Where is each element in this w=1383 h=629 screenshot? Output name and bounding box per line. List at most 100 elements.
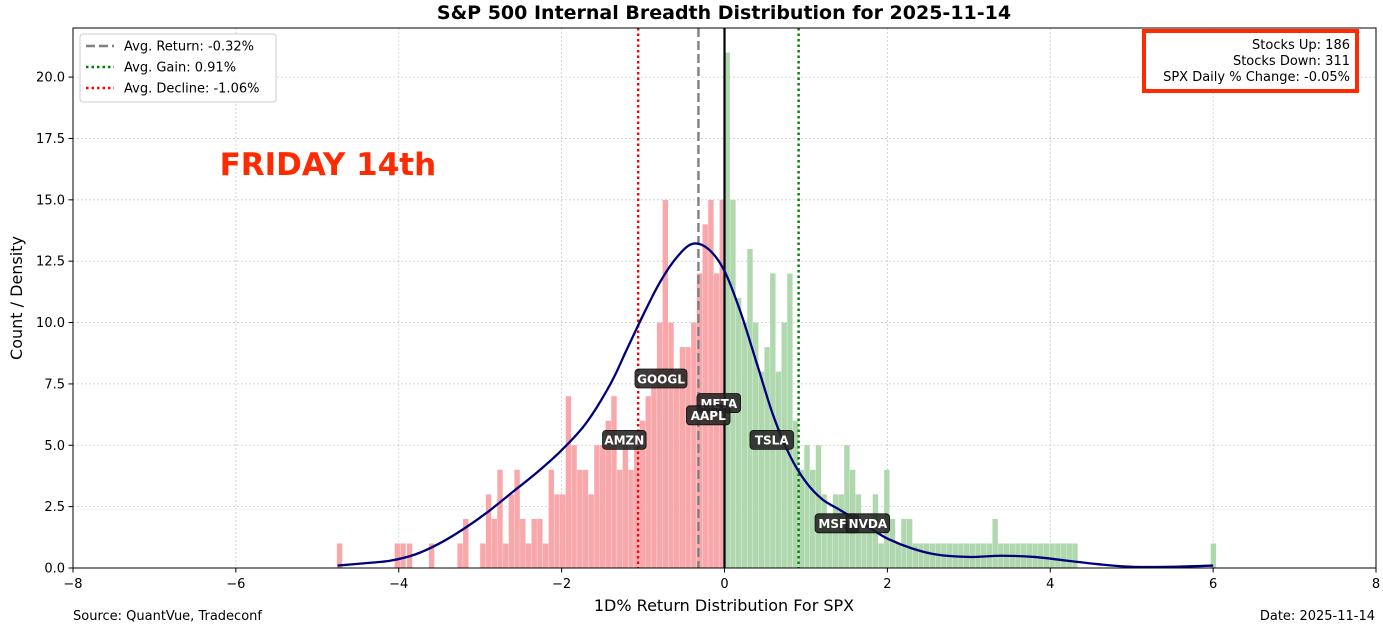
histogram-bar xyxy=(775,371,782,568)
kde-curve xyxy=(337,242,1214,569)
histogram-bar xyxy=(969,543,976,568)
y-tick-label: 2.5 xyxy=(44,500,65,515)
stock-label-aapl: AAPL xyxy=(686,405,731,426)
histogram-bar xyxy=(645,396,651,568)
histogram-bar xyxy=(674,371,680,568)
stock-label-text: GOOGL xyxy=(637,372,685,386)
histogram-bar xyxy=(929,543,936,568)
stock-label-text: NVDA xyxy=(849,517,888,531)
histogram-bar xyxy=(622,445,629,568)
histogram-bar xyxy=(708,199,714,568)
histogram-bar xyxy=(491,518,497,568)
kde-curve-layer xyxy=(337,242,1214,569)
stock-label-amzn: AMZN xyxy=(602,429,647,450)
legend: Avg. Return: -0.32% Avg. Gain: 0.91% Avg. … xyxy=(79,33,277,103)
histogram-bar xyxy=(548,469,554,568)
histogram-bar xyxy=(730,199,736,568)
histogram-bar xyxy=(878,543,884,568)
grid-layer xyxy=(72,28,1377,569)
histogram-bar xyxy=(1032,543,1038,568)
histogram-bar xyxy=(770,273,776,568)
x-tick-label: −4 xyxy=(389,577,408,592)
histogram-bar xyxy=(559,494,566,568)
axes: −8 −6 −4 −2 0 2 4 6 8 0.0 2.5 5.0 7.5 10.0 12.5 15.0 17.… xyxy=(36,27,1380,592)
histogram-bars xyxy=(336,52,1217,568)
histogram-bar xyxy=(1060,543,1067,568)
x-tick-label: 4 xyxy=(1046,577,1054,592)
histogram-bar xyxy=(520,518,526,568)
stats-box-frame xyxy=(1142,29,1359,93)
histogram-bar xyxy=(599,445,606,568)
stock-label-bg xyxy=(602,429,647,450)
stats-line: Stocks Up: 186 xyxy=(1252,38,1350,53)
histogram-bar xyxy=(480,543,486,568)
histogram-bar xyxy=(463,518,469,568)
histogram-bar xyxy=(724,52,730,568)
histogram-bar xyxy=(735,298,742,568)
histogram-bar xyxy=(747,248,753,568)
histogram-bar xyxy=(685,347,691,568)
histogram-bar xyxy=(895,543,901,568)
histogram-bar xyxy=(764,347,770,568)
average-lines xyxy=(636,28,800,568)
histogram-bar xyxy=(815,445,822,568)
histogram-bar xyxy=(594,445,600,568)
histogram-bar xyxy=(542,543,549,568)
y-tick-label: 5.0 xyxy=(44,439,65,454)
stock-label-bg xyxy=(845,513,891,534)
legend-entry: Avg. Decline: -1.06% xyxy=(124,82,259,97)
x-tick-label: −6 xyxy=(226,577,245,592)
x-tick-label: 6 xyxy=(1209,577,1217,592)
histogram-bar xyxy=(992,518,998,568)
histogram-bar xyxy=(668,322,674,568)
histogram-bar xyxy=(1066,543,1072,568)
y-tick-label: 20.0 xyxy=(36,71,65,86)
histogram-bar xyxy=(1043,543,1050,568)
histogram-bar xyxy=(582,469,589,568)
histogram-bar xyxy=(758,371,765,568)
histogram-bar xyxy=(634,445,640,568)
stats-line: SPX Daily % Change: -0.05% xyxy=(1163,70,1350,85)
histogram-bar xyxy=(628,469,634,568)
x-tick-label: 8 xyxy=(1372,577,1380,592)
histogram-bar xyxy=(906,518,913,568)
histogram-bar xyxy=(901,518,907,568)
histogram-bar xyxy=(679,347,686,568)
histogram-bar xyxy=(924,543,930,568)
histogram-bar xyxy=(531,518,537,568)
legend-entry: Avg. Gain: 0.91% xyxy=(124,61,236,76)
histogram-bar xyxy=(651,371,657,568)
histogram-bar xyxy=(1049,543,1055,568)
y-tick-label: 0.0 xyxy=(44,562,65,577)
stock-label-text: AMZN xyxy=(604,434,644,448)
histogram-bar xyxy=(617,469,623,568)
stock-label-bg xyxy=(686,405,731,426)
x-axis-label: 1D% Return Distribution For SPX xyxy=(594,596,854,615)
histogram-bar xyxy=(554,494,560,568)
histogram-bar xyxy=(502,543,509,568)
histogram-bar xyxy=(889,518,896,568)
histogram-bar xyxy=(844,445,850,568)
y-tick-label: 12.5 xyxy=(36,255,65,270)
histogram-bar xyxy=(537,518,543,568)
y-tick-label: 15.0 xyxy=(36,193,65,208)
histogram-bar xyxy=(963,543,970,568)
stock-label-text: AAPL xyxy=(691,409,726,423)
histogram-bar xyxy=(565,396,572,568)
legend-entry: Avg. Return: -0.32% xyxy=(124,40,254,55)
histogram-bar xyxy=(867,518,873,568)
legend-frame xyxy=(79,33,277,103)
histogram-bar xyxy=(861,518,867,568)
histogram-bar xyxy=(810,469,816,568)
chart-title: S&P 500 Internal Breadth Distribution fo… xyxy=(437,2,1011,24)
histogram-bar xyxy=(912,543,919,568)
histogram-bar xyxy=(1038,543,1044,568)
histogram-bar xyxy=(457,543,463,568)
stock-label-bg xyxy=(749,429,794,450)
date-note: Date: 2025-11-14 xyxy=(1259,609,1375,624)
stock-label-text: TSLA xyxy=(755,434,789,448)
x-tick-label: −8 xyxy=(63,577,82,592)
